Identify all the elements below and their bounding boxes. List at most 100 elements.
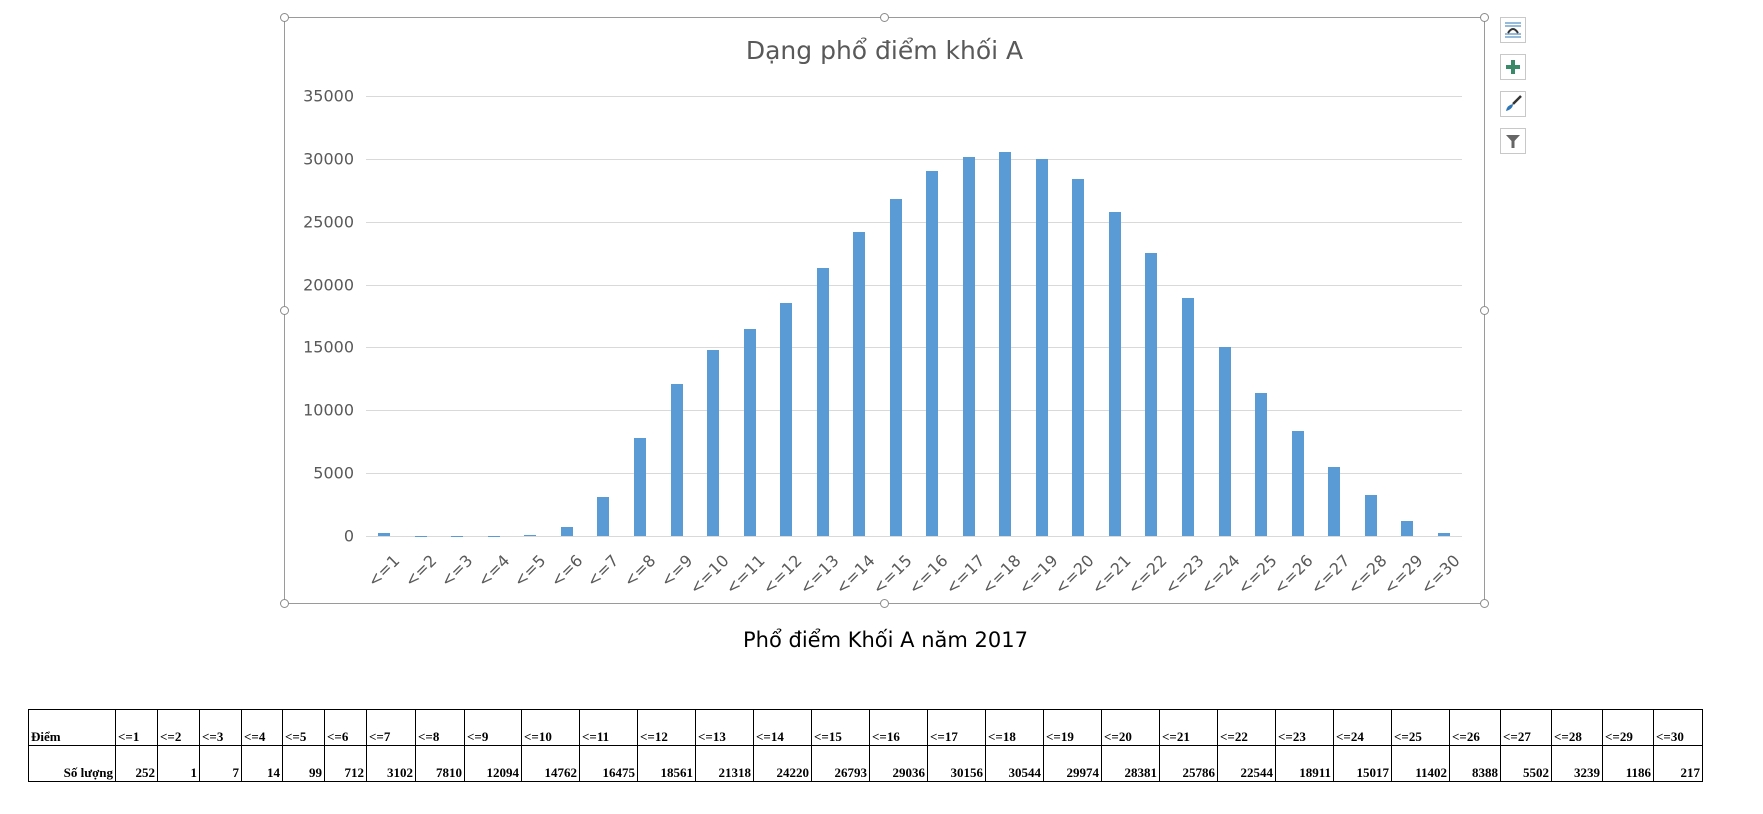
bar[interactable] [1182,298,1194,536]
bar[interactable] [962,156,975,536]
table-header-cell: <=7 [366,709,416,746]
plot-area[interactable]: 0 5000 10000 15000 20000 25000 30000 35000 <=1 <=… [303,87,1463,598]
layout-options-button[interactable] [1500,17,1526,43]
table-value-cell: 1186 [1602,745,1654,782]
table-header-cell: <=30 [1653,709,1703,746]
bar[interactable] [999,152,1012,536]
resize-handle-top-left[interactable] [280,13,289,22]
chart-elements-button[interactable] [1500,54,1526,80]
table-header-cell: <=5 [282,709,325,746]
gridline [366,536,1462,537]
table-header-cell: <=8 [415,709,465,746]
table-value-cell: 7 [199,745,242,782]
bar[interactable] [1108,211,1121,536]
gridline [366,473,1462,475]
x-axis-tick-label: <=21 [1087,551,1135,598]
resize-handle-top[interactable] [880,13,889,22]
resize-handle-left[interactable] [280,306,289,315]
table-header-cell: <=19 [1043,709,1102,746]
bar[interactable] [1145,252,1158,536]
table-header-cell: <=14 [753,709,812,746]
chart-styles-button[interactable] [1500,91,1526,117]
chart-styles-icon [1506,95,1522,111]
score-distribution-table: Điểm <=1 <=2 <=3 <=4 <=5 <=6 <=7 <=8 <=9 <=10 <=11… [28,709,1703,782]
table-value-cell: 712 [324,745,367,782]
table-header-cell: <=6 [324,709,367,746]
bar[interactable] [1218,347,1231,536]
chart-title[interactable]: Dạng phổ điểm khối A [745,36,1024,65]
bar[interactable] [1035,159,1048,536]
x-axis-tick-label: <=3 [437,551,477,591]
bar[interactable] [597,497,610,536]
bar[interactable] [1401,521,1414,536]
bar[interactable] [451,535,464,536]
bar[interactable] [1364,495,1377,536]
bar[interactable] [889,199,902,536]
table-value-cell: 26793 [811,745,870,782]
y-axis-tick-label: 10000 [303,400,354,420]
x-axis-tick-label: <=22 [1124,551,1171,598]
x-axis-tick-label: <=8 [619,551,660,591]
bar[interactable] [414,535,427,536]
table-value-cell: 21318 [695,745,754,782]
chart-side-toolbar [1500,17,1526,154]
table-value-cell: 3102 [366,745,416,782]
x-axis-tick-label: <=26 [1270,551,1318,598]
table-header-cell: <=15 [811,709,870,746]
table-value-cell: 29974 [1043,745,1102,782]
bar[interactable] [1328,466,1341,536]
bar[interactable] [1291,430,1304,536]
resize-handle-top-right[interactable] [1480,13,1489,22]
resize-handle-bottom[interactable] [880,599,889,608]
bar[interactable] [926,170,939,536]
chart-filters-button[interactable] [1500,128,1526,154]
bar[interactable] [707,350,720,536]
table-value-cell: 28381 [1101,745,1160,782]
table-header-cell: <=24 [1333,709,1392,746]
table-header-cell: <=17 [927,709,986,746]
bar[interactable] [560,527,573,536]
x-axis-tick-label: <=13 [795,551,843,598]
table-header-cell: <=9 [464,709,522,746]
gridline [366,221,1462,223]
table-header-cell: <=10 [521,709,580,746]
x-axis-tick-label: <=7 [583,551,623,591]
gridline [366,284,1462,286]
chart-frame[interactable]: Dạng phổ điểm khối A 0 5000 10000 15000 2000… [280,13,1489,608]
bar[interactable] [743,328,756,536]
chart-filters-icon [1506,135,1520,148]
x-axis-tick-label: <=10 [685,551,733,598]
y-axis-tick-label: 15000 [303,337,354,357]
table-value-cell: 8388 [1449,745,1501,782]
y-axis-tick-label: 20000 [303,275,354,295]
table-header-cell: <=12 [637,709,696,746]
table-header-cell: <=26 [1449,709,1501,746]
resize-handle-bottom-right[interactable] [1480,599,1489,608]
x-axis-tick-label: <=28 [1343,551,1391,598]
bar[interactable] [378,532,391,536]
table-header-cell: <=13 [695,709,754,746]
y-axis-tick-label: 0 [343,526,354,546]
bar[interactable] [670,383,683,536]
x-axis-tick-label: <=11 [722,551,770,598]
row-label-score: Điểm [28,709,116,746]
bar[interactable] [524,534,537,536]
bar[interactable] [1437,533,1450,536]
resize-handle-bottom-left[interactable] [280,599,289,608]
figure-caption: Phổ điểm Khối A năm 2017 [743,628,1028,652]
bar[interactable] [1072,179,1085,536]
x-axis-tick-label: <=19 [1014,551,1062,598]
bar[interactable] [853,231,866,536]
bar[interactable] [487,535,500,536]
bar[interactable] [780,302,793,536]
table-header-cell: <=18 [985,709,1044,746]
x-axis-tick-label: <=12 [758,551,806,598]
table-value-cell: 29036 [869,745,928,782]
table-header-cell: <=27 [1500,709,1552,746]
table-header-cell: <=23 [1275,709,1334,746]
bar[interactable] [634,437,646,536]
table-header-cell: <=2 [157,709,200,746]
resize-handle-right[interactable] [1480,306,1489,315]
bar[interactable] [1255,392,1268,536]
bar[interactable] [816,268,829,536]
